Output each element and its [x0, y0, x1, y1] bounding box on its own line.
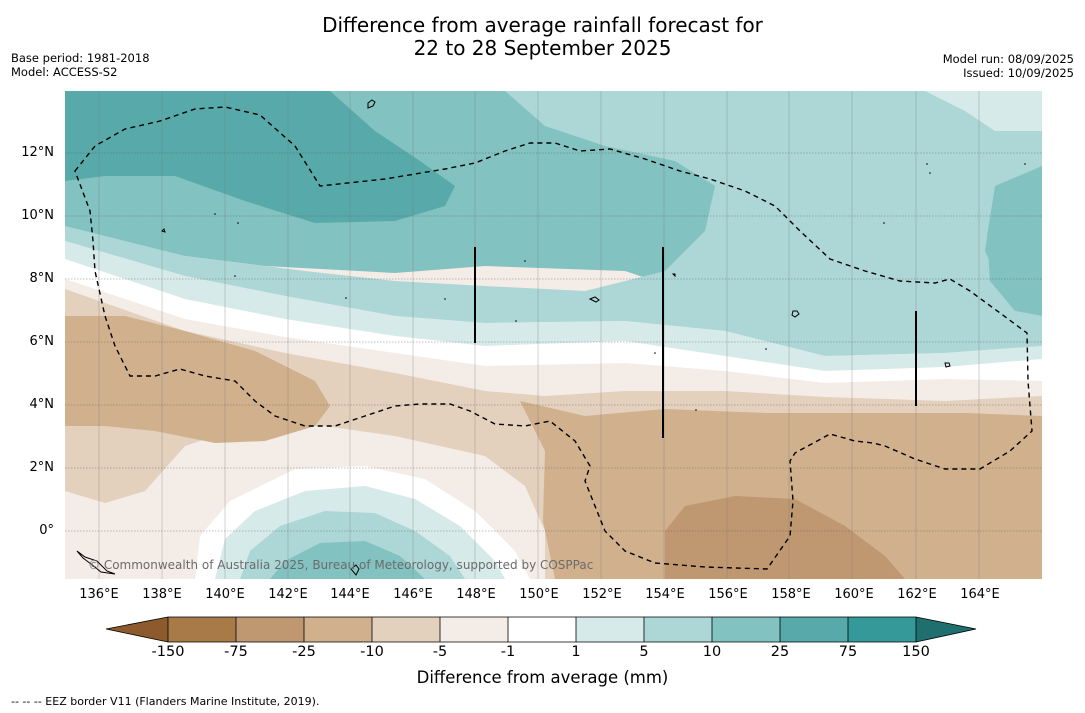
x-tick-140e: 140°E	[205, 587, 245, 602]
x-tick-152e: 152°E	[582, 587, 622, 602]
map-title: Difference from average rainfall forecas…	[0, 14, 1085, 60]
legend-swatch-5	[440, 617, 508, 642]
legend-tick-1: 1	[571, 644, 581, 660]
legend-swatch-3	[304, 617, 372, 642]
title-line-2: 22 to 28 September 2025	[413, 36, 672, 60]
model-run-label: Model run: 08/09/2025	[942, 52, 1074, 66]
band-neg75-neg25-southeast	[665, 496, 905, 579]
meta-left: Base period: 1981-2018 Model: ACCESS-S2	[11, 51, 150, 79]
meta-right: Model run: 08/09/2025 Issued: 10/09/2025	[943, 52, 1074, 80]
legend-swatch-9	[712, 617, 780, 642]
x-tick-150e: 150°E	[519, 587, 559, 602]
y-tick-12n: 12°N	[21, 145, 54, 160]
y-tick-8n: 8°N	[29, 271, 55, 286]
band-10-25-south	[270, 541, 425, 579]
band-25-75-northwest	[65, 91, 455, 223]
island-dots	[214, 163, 1026, 411]
legend-tick-10: 10	[702, 644, 722, 660]
y-tick-4n: 4°N	[29, 397, 55, 412]
x-tick-154e: 154°E	[645, 587, 685, 602]
x-tick-148e: 148°E	[456, 587, 496, 602]
copyright-notice: © Commonwealth of Australia 2025, Bureau…	[88, 558, 594, 572]
band-neg1-1-central	[65, 259, 1042, 383]
eez-border	[74, 106, 1033, 570]
rainfall-difference-map	[65, 91, 1042, 579]
map-canvas	[65, 91, 1042, 579]
legend-tick-25: 25	[770, 644, 790, 660]
x-tick-136e: 136°E	[79, 587, 119, 602]
legend-swatch-7	[576, 617, 644, 642]
band-neg25-neg10-west	[65, 316, 330, 443]
base-period-label: Base period: 1981-2018	[11, 51, 150, 65]
band-1-5-northeast	[925, 91, 1042, 131]
title-line-1: Difference from average rainfall forecas…	[322, 13, 763, 37]
legend-tick-neg1: -1	[500, 644, 516, 660]
x-tick-142e: 142°E	[268, 587, 308, 602]
legend-tick-neg10: -10	[360, 644, 384, 660]
legend-swatch-8	[644, 617, 712, 642]
legend-tick-neg75: -75	[224, 644, 248, 660]
x-tick-138e: 138°E	[142, 587, 182, 602]
issued-label: Issued: 10/09/2025	[963, 66, 1074, 80]
legend-tick-neg5: -5	[432, 644, 448, 660]
x-tick-164e: 164°E	[960, 587, 1000, 602]
y-tick-10n: 10°N	[21, 208, 54, 223]
legend-swatch-6	[508, 617, 576, 642]
legend-tick-75: 75	[838, 644, 858, 660]
legend-swatch-over	[916, 617, 976, 642]
model-label: Model: ACCESS-S2	[11, 65, 118, 79]
legend-swatch-1	[168, 617, 236, 642]
island-markers	[76, 99, 951, 576]
legend-dividers	[167, 617, 917, 642]
legend-swatch-11	[848, 617, 916, 642]
band-1-5-central	[65, 241, 1042, 371]
x-tick-158e: 158°E	[771, 587, 811, 602]
eez-footnote: -- -- -- EEZ border V11 (Flanders Marine…	[11, 695, 320, 708]
y-tick-2n: 2°N	[29, 460, 55, 475]
legend-tick-150: 150	[902, 644, 930, 660]
x-tick-156e: 156°E	[708, 587, 748, 602]
x-tick-144e: 144°E	[330, 587, 370, 602]
band-neg25-neg10-east	[520, 401, 1042, 579]
legend-tick-neg150: -150	[151, 644, 185, 660]
map-latitude-lines	[65, 152, 1042, 532]
legend-swatch-under	[106, 617, 168, 642]
band-10-25-east-blob	[987, 166, 1042, 316]
legend-tick-neg25: -25	[292, 644, 316, 660]
x-tick-160e: 160°E	[834, 587, 874, 602]
x-tick-162e: 162°E	[897, 587, 937, 602]
legend-colorbar	[106, 616, 977, 643]
legend-title: Difference from average (mm)	[416, 668, 669, 687]
legend-swatch-4	[372, 617, 440, 642]
y-tick-6n: 6°N	[29, 334, 55, 349]
y-tick-0: 0°	[39, 523, 54, 538]
legend-swatch-2	[236, 617, 304, 642]
band-5-10-northeast	[65, 91, 1042, 356]
x-tick-146e: 146°E	[393, 587, 433, 602]
map-gridlines	[98, 91, 980, 579]
solid-boundary-lines	[474, 247, 917, 438]
legend-swatch-10	[780, 617, 848, 642]
legend-tick-5: 5	[639, 644, 649, 660]
